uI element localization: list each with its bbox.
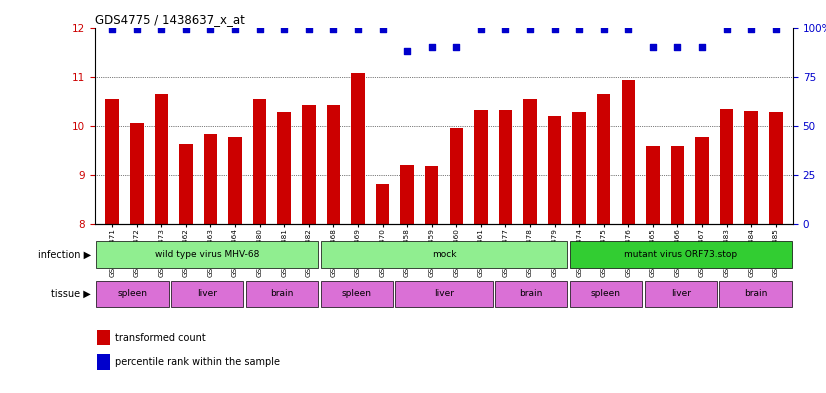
Point [351,26,364,33]
Bar [744,111,758,224]
Text: liver: liver [671,289,691,298]
Point [744,26,757,33]
Text: liver: liver [434,289,454,298]
Point [154,26,168,33]
Bar [671,146,684,224]
Bar [278,112,291,224]
Point [769,26,782,33]
Text: brain: brain [270,289,293,298]
Point [302,26,316,33]
Bar [351,73,365,224]
Point [401,48,414,54]
Point [327,26,340,33]
Bar [548,116,562,224]
Bar [646,146,660,224]
Text: spleen: spleen [342,289,372,298]
Text: wild type virus MHV-68: wild type virus MHV-68 [155,250,259,259]
Point [695,44,709,50]
Point [671,44,684,50]
Bar [769,112,782,224]
Bar [376,184,389,224]
Bar [401,165,414,224]
Bar [719,281,791,307]
Bar [719,108,733,224]
Text: brain: brain [520,289,543,298]
Point [524,26,537,33]
Bar [570,241,791,268]
Text: liver: liver [197,289,217,298]
Text: percentile rank within the sample: percentile rank within the sample [115,357,280,367]
Point [597,26,610,33]
Point [179,26,192,33]
Point [204,26,217,33]
Bar [154,94,169,224]
Text: GDS4775 / 1438637_x_at: GDS4775 / 1438637_x_at [95,13,244,26]
Bar [253,99,267,224]
Bar [97,354,110,369]
Point [376,26,389,33]
Point [499,26,512,33]
Text: mutant virus ORF73.stop: mutant virus ORF73.stop [624,250,738,259]
Bar [228,137,242,224]
Point [253,26,266,33]
Point [572,26,586,33]
Bar [130,123,144,224]
Bar [396,281,492,307]
Bar [171,281,244,307]
Bar [97,281,169,307]
Bar [695,137,709,224]
Bar [499,110,512,224]
Point [474,26,487,33]
Bar [320,281,393,307]
Bar [597,94,610,224]
Point [278,26,291,33]
Bar [204,134,217,224]
Bar [320,241,567,268]
Bar [106,99,119,224]
Bar [570,281,642,307]
Bar [474,110,487,224]
Point [548,26,561,33]
Bar [326,105,340,224]
Bar [302,105,316,224]
Text: mock: mock [432,250,456,259]
Text: spleen: spleen [591,289,621,298]
Text: tissue ▶: tissue ▶ [51,289,91,299]
Bar [179,145,192,224]
Point [720,26,733,33]
Point [106,26,119,33]
Point [131,26,144,33]
Point [229,26,242,33]
Text: brain: brain [744,289,767,298]
Text: transformed count: transformed count [115,332,206,343]
Point [425,44,439,50]
Bar [449,128,463,224]
Text: spleen: spleen [117,289,147,298]
Point [622,26,635,33]
Bar [523,99,537,224]
Bar [495,281,567,307]
Bar [97,241,318,268]
Point [449,44,463,50]
Point [646,44,659,50]
Bar [425,166,439,224]
Bar [644,281,717,307]
Bar [621,80,635,224]
Bar [572,112,586,224]
Bar [246,281,318,307]
Text: infection ▶: infection ▶ [38,250,91,259]
Bar [97,330,110,345]
